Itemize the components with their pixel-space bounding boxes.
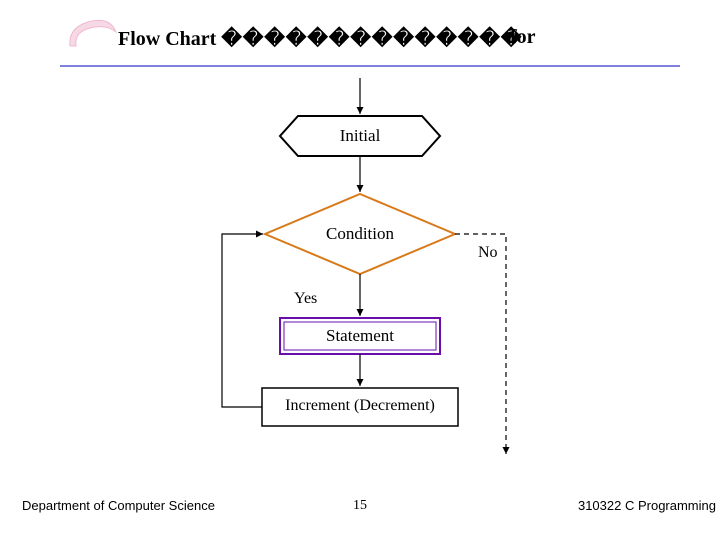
label-initial: Initial xyxy=(280,126,440,146)
edge-condition-no xyxy=(455,234,506,454)
label-yes: Yes xyxy=(294,290,344,308)
label-no: No xyxy=(478,244,518,262)
label-condition: Condition xyxy=(290,224,430,244)
flowchart-diagram xyxy=(0,0,720,540)
label-statement: Statement xyxy=(280,326,440,346)
footer-course: 310322 C Programming xyxy=(540,498,716,513)
edge-loop-back xyxy=(222,234,263,407)
footer-department: Department of Computer Science xyxy=(22,498,215,513)
label-increment: Increment (Decrement) xyxy=(262,397,458,415)
footer-page-number: 15 xyxy=(348,498,372,514)
